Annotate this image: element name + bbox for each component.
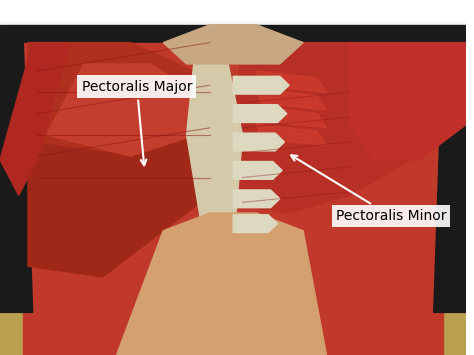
Polygon shape — [163, 25, 303, 64]
Polygon shape — [233, 215, 277, 233]
Polygon shape — [256, 71, 327, 92]
Bar — [0, 312, 466, 355]
Polygon shape — [23, 43, 443, 355]
Polygon shape — [28, 43, 243, 185]
Polygon shape — [187, 43, 243, 248]
Polygon shape — [256, 124, 327, 146]
Polygon shape — [256, 106, 327, 128]
Polygon shape — [233, 105, 287, 122]
Polygon shape — [233, 133, 284, 151]
Polygon shape — [233, 162, 282, 179]
Polygon shape — [233, 43, 410, 213]
Polygon shape — [117, 213, 327, 355]
Polygon shape — [233, 76, 289, 94]
Polygon shape — [434, 43, 466, 312]
Polygon shape — [0, 43, 33, 312]
Polygon shape — [46, 64, 210, 156]
Polygon shape — [0, 43, 70, 195]
Bar — [0, 0, 466, 21]
Text: Pectoralis Major: Pectoralis Major — [82, 80, 192, 165]
Polygon shape — [28, 114, 233, 277]
Polygon shape — [256, 89, 327, 110]
Text: Pectoralis Minor: Pectoralis Minor — [291, 155, 447, 223]
Bar — [0, 0, 466, 25]
Polygon shape — [350, 43, 466, 160]
Polygon shape — [233, 190, 280, 208]
